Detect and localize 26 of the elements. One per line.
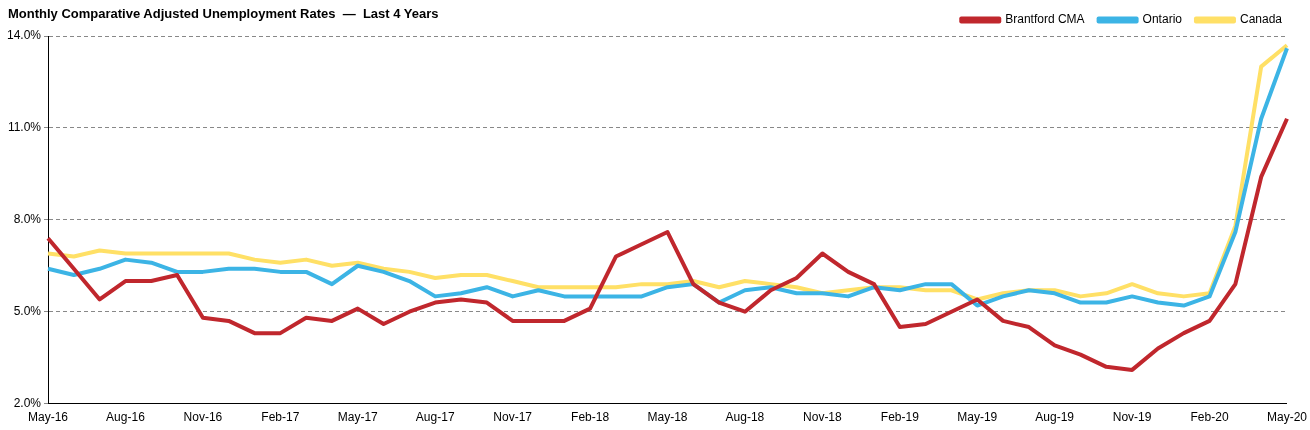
legend-label: Brantford CMA xyxy=(1005,12,1085,27)
x-tick-label: Feb-19 xyxy=(880,410,920,425)
x-tick-label: Nov-17 xyxy=(493,410,533,425)
x-tick-label: May-20 xyxy=(1266,410,1308,425)
x-tick-label: May-17 xyxy=(337,410,379,425)
x-tick-label: May-16 xyxy=(28,410,69,425)
x-tick-label: Aug-18 xyxy=(725,410,765,425)
legend-label: Canada xyxy=(1239,12,1283,27)
y-tick-label: 14.0% xyxy=(6,28,42,43)
y-tick-label: 8.0% xyxy=(13,212,42,227)
x-tick-label: May-19 xyxy=(957,410,998,425)
y-tick-label: 11.0% xyxy=(7,120,42,135)
x-tick-label: Aug-19 xyxy=(1035,410,1075,425)
x-tick-label: Aug-16 xyxy=(106,410,146,425)
x-tick-label: Feb-17 xyxy=(261,410,300,425)
x-tick-label: Nov-18 xyxy=(803,410,843,425)
chart-title: Monthly Comparative Adjusted Unemployment Rates — Last 4 Years xyxy=(8,6,439,21)
legend-label: Ontario xyxy=(1142,12,1183,27)
y-tick-label: 2.0% xyxy=(13,395,42,410)
x-tick-label: May-18 xyxy=(647,410,688,425)
x-tick-label: Feb-18 xyxy=(571,410,610,425)
x-tick-label: Nov-19 xyxy=(1112,410,1152,425)
x-tick-label: Feb-20 xyxy=(1190,410,1229,425)
y-tick-label: 5.0% xyxy=(13,304,42,319)
x-tick-label: Nov-16 xyxy=(183,410,223,425)
x-tick-label: Aug-17 xyxy=(415,410,455,425)
